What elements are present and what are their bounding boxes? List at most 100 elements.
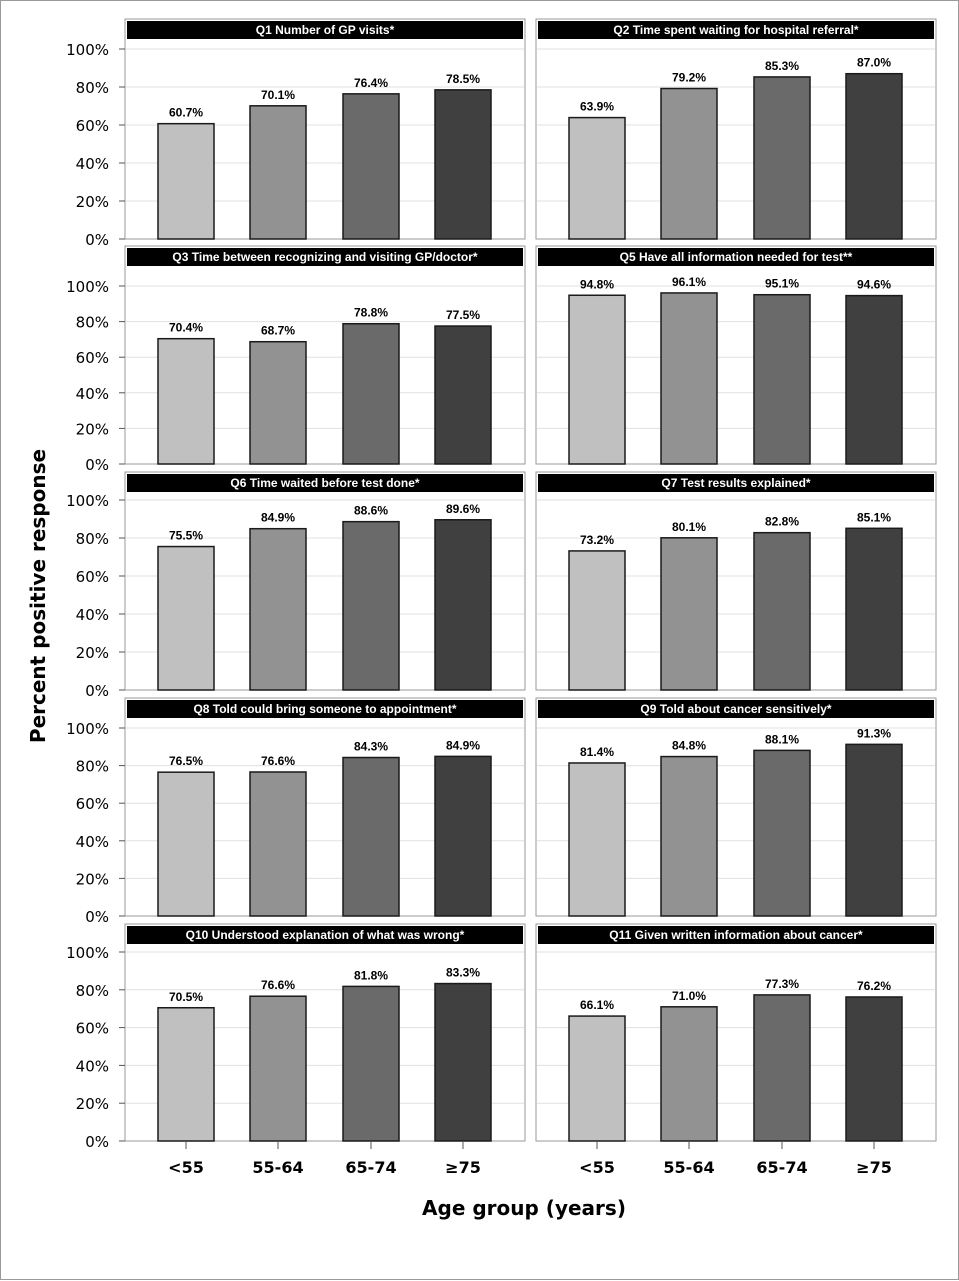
bar-55-64 <box>660 292 718 465</box>
y-tick-label: 40% <box>76 833 109 851</box>
data-label: 70.5% <box>169 990 203 1004</box>
data-label: 85.3% <box>765 59 799 73</box>
bar-65-74 <box>342 985 400 1142</box>
x-tick-label: 65-74 <box>345 1158 396 1177</box>
data-label: 68.7% <box>261 324 295 338</box>
data-label: 78.5% <box>446 72 480 86</box>
x-tick-label: 65-74 <box>756 1158 807 1177</box>
panel-title-bar <box>127 21 523 39</box>
data-label: 84.3% <box>354 740 388 754</box>
data-label: 63.9% <box>580 100 614 114</box>
y-tick-label: 60% <box>76 568 109 586</box>
bar-≥75 <box>434 519 492 691</box>
data-label: 76.4% <box>354 76 388 90</box>
bar-55-64 <box>660 755 718 917</box>
data-label: 70.4% <box>169 321 203 335</box>
x-tick-label: <55 <box>168 1158 204 1177</box>
data-label: 84.9% <box>261 511 295 525</box>
data-label: 66.1% <box>580 998 614 1012</box>
data-label: 60.7% <box>169 106 203 120</box>
bar-65-74 <box>342 520 400 691</box>
y-tick-label: 100% <box>66 492 109 510</box>
panel-6: Q7 Test results explained* 73.2% 80.1% 82.8… <box>535 471 937 691</box>
panel-title: Q9 Told about cancer sensitively* <box>640 702 832 716</box>
data-label: 85.1% <box>857 510 891 524</box>
data-label: 91.3% <box>857 726 891 740</box>
y-tick-label: 60% <box>76 117 109 135</box>
panel-title-bar <box>127 474 523 492</box>
bar-<55 <box>568 550 626 691</box>
bar-≥75 <box>845 996 903 1142</box>
y-tick-label: 60% <box>76 349 109 367</box>
panel-title: Q3 Time between recognizing and visiting… <box>172 250 477 264</box>
panel-title: Q5 Have all information needed for test*… <box>620 250 853 264</box>
y-tick-label: 100% <box>66 278 109 296</box>
data-label: 77.5% <box>446 308 480 322</box>
data-label: 94.8% <box>580 277 614 291</box>
data-label: 84.8% <box>672 739 706 753</box>
data-label: 81.8% <box>354 968 388 982</box>
y-tick-label: 60% <box>76 1020 109 1038</box>
data-label: 88.1% <box>765 732 799 746</box>
panel-title: Q1 Number of GP visits* <box>256 23 395 37</box>
y-tick-label: 80% <box>76 314 109 332</box>
y-tick-label: 60% <box>76 795 109 813</box>
data-label: 77.3% <box>765 977 799 991</box>
y-tick-label: 40% <box>76 385 109 403</box>
panel-title: Q2 Time spent waiting for hospital refer… <box>613 23 858 37</box>
panel-3: Q3 Time between recognizing and visiting… <box>66 245 526 474</box>
data-label: 76.5% <box>169 754 203 768</box>
bar-55-64 <box>249 995 307 1142</box>
x-axis-title: Age group (years) <box>422 1196 626 1220</box>
bar-≥75 <box>845 294 903 465</box>
data-label: 83.3% <box>446 966 480 980</box>
panel-title-bar <box>538 248 934 266</box>
panel-1: Q1 Number of GP visits* 0% 20% 40% 60% 80% 100… <box>66 18 526 249</box>
data-label: 76.6% <box>261 978 295 992</box>
bar-65-74 <box>753 531 811 691</box>
panel-10: Q11 Given written information about canc… <box>535 923 937 1177</box>
data-label: 79.2% <box>672 71 706 85</box>
panel-5: Q6 Time waited before test done* 0% 20% 40%… <box>66 471 526 700</box>
data-label: 75.5% <box>169 529 203 543</box>
y-tick-label: 0% <box>85 456 109 474</box>
y-tick-label: 20% <box>76 870 109 888</box>
data-label: 95.1% <box>765 277 799 291</box>
y-tick-label: 80% <box>76 79 109 97</box>
bar-≥75 <box>845 72 903 240</box>
panel-title: Q11 Given written information about canc… <box>609 928 863 942</box>
data-label: 87.0% <box>857 56 891 70</box>
x-tick-label: ≥75 <box>856 1158 892 1177</box>
data-label: 89.6% <box>446 502 480 516</box>
y-tick-label: 20% <box>76 420 109 438</box>
bar-55-64 <box>249 527 307 691</box>
data-label: 82.8% <box>765 515 799 529</box>
bar-≥75 <box>434 755 492 917</box>
chart-panels: Q1 Number of GP visits* 0% 20% 40% 60% 80% 100… <box>66 18 937 1177</box>
bar-65-74 <box>342 322 400 465</box>
y-tick-label: 20% <box>76 644 109 662</box>
data-label: 70.1% <box>261 88 295 102</box>
bar-<55 <box>157 545 215 691</box>
data-label: 96.1% <box>672 275 706 289</box>
y-tick-label: 80% <box>76 758 109 776</box>
panel-title-bar <box>127 248 523 266</box>
panel-title-bar <box>538 21 934 39</box>
bar-≥75 <box>845 527 903 691</box>
y-tick-label: 0% <box>85 1133 109 1151</box>
bar-65-74 <box>753 749 811 917</box>
bar-<55 <box>568 294 626 465</box>
bar-65-74 <box>342 93 400 240</box>
panel-title: Q6 Time waited before test done* <box>230 476 419 490</box>
panel-title: Q10 Understood explanation of what was w… <box>186 928 465 942</box>
data-label: 94.6% <box>857 278 891 292</box>
y-tick-label: 0% <box>85 231 109 249</box>
bar-55-64 <box>660 87 718 240</box>
bar-≥75 <box>434 982 492 1142</box>
y-tick-label: 0% <box>85 682 109 700</box>
x-tick-label: 55-64 <box>252 1158 303 1177</box>
bar-<55 <box>157 1007 215 1142</box>
x-tick-label: ≥75 <box>445 1158 481 1177</box>
